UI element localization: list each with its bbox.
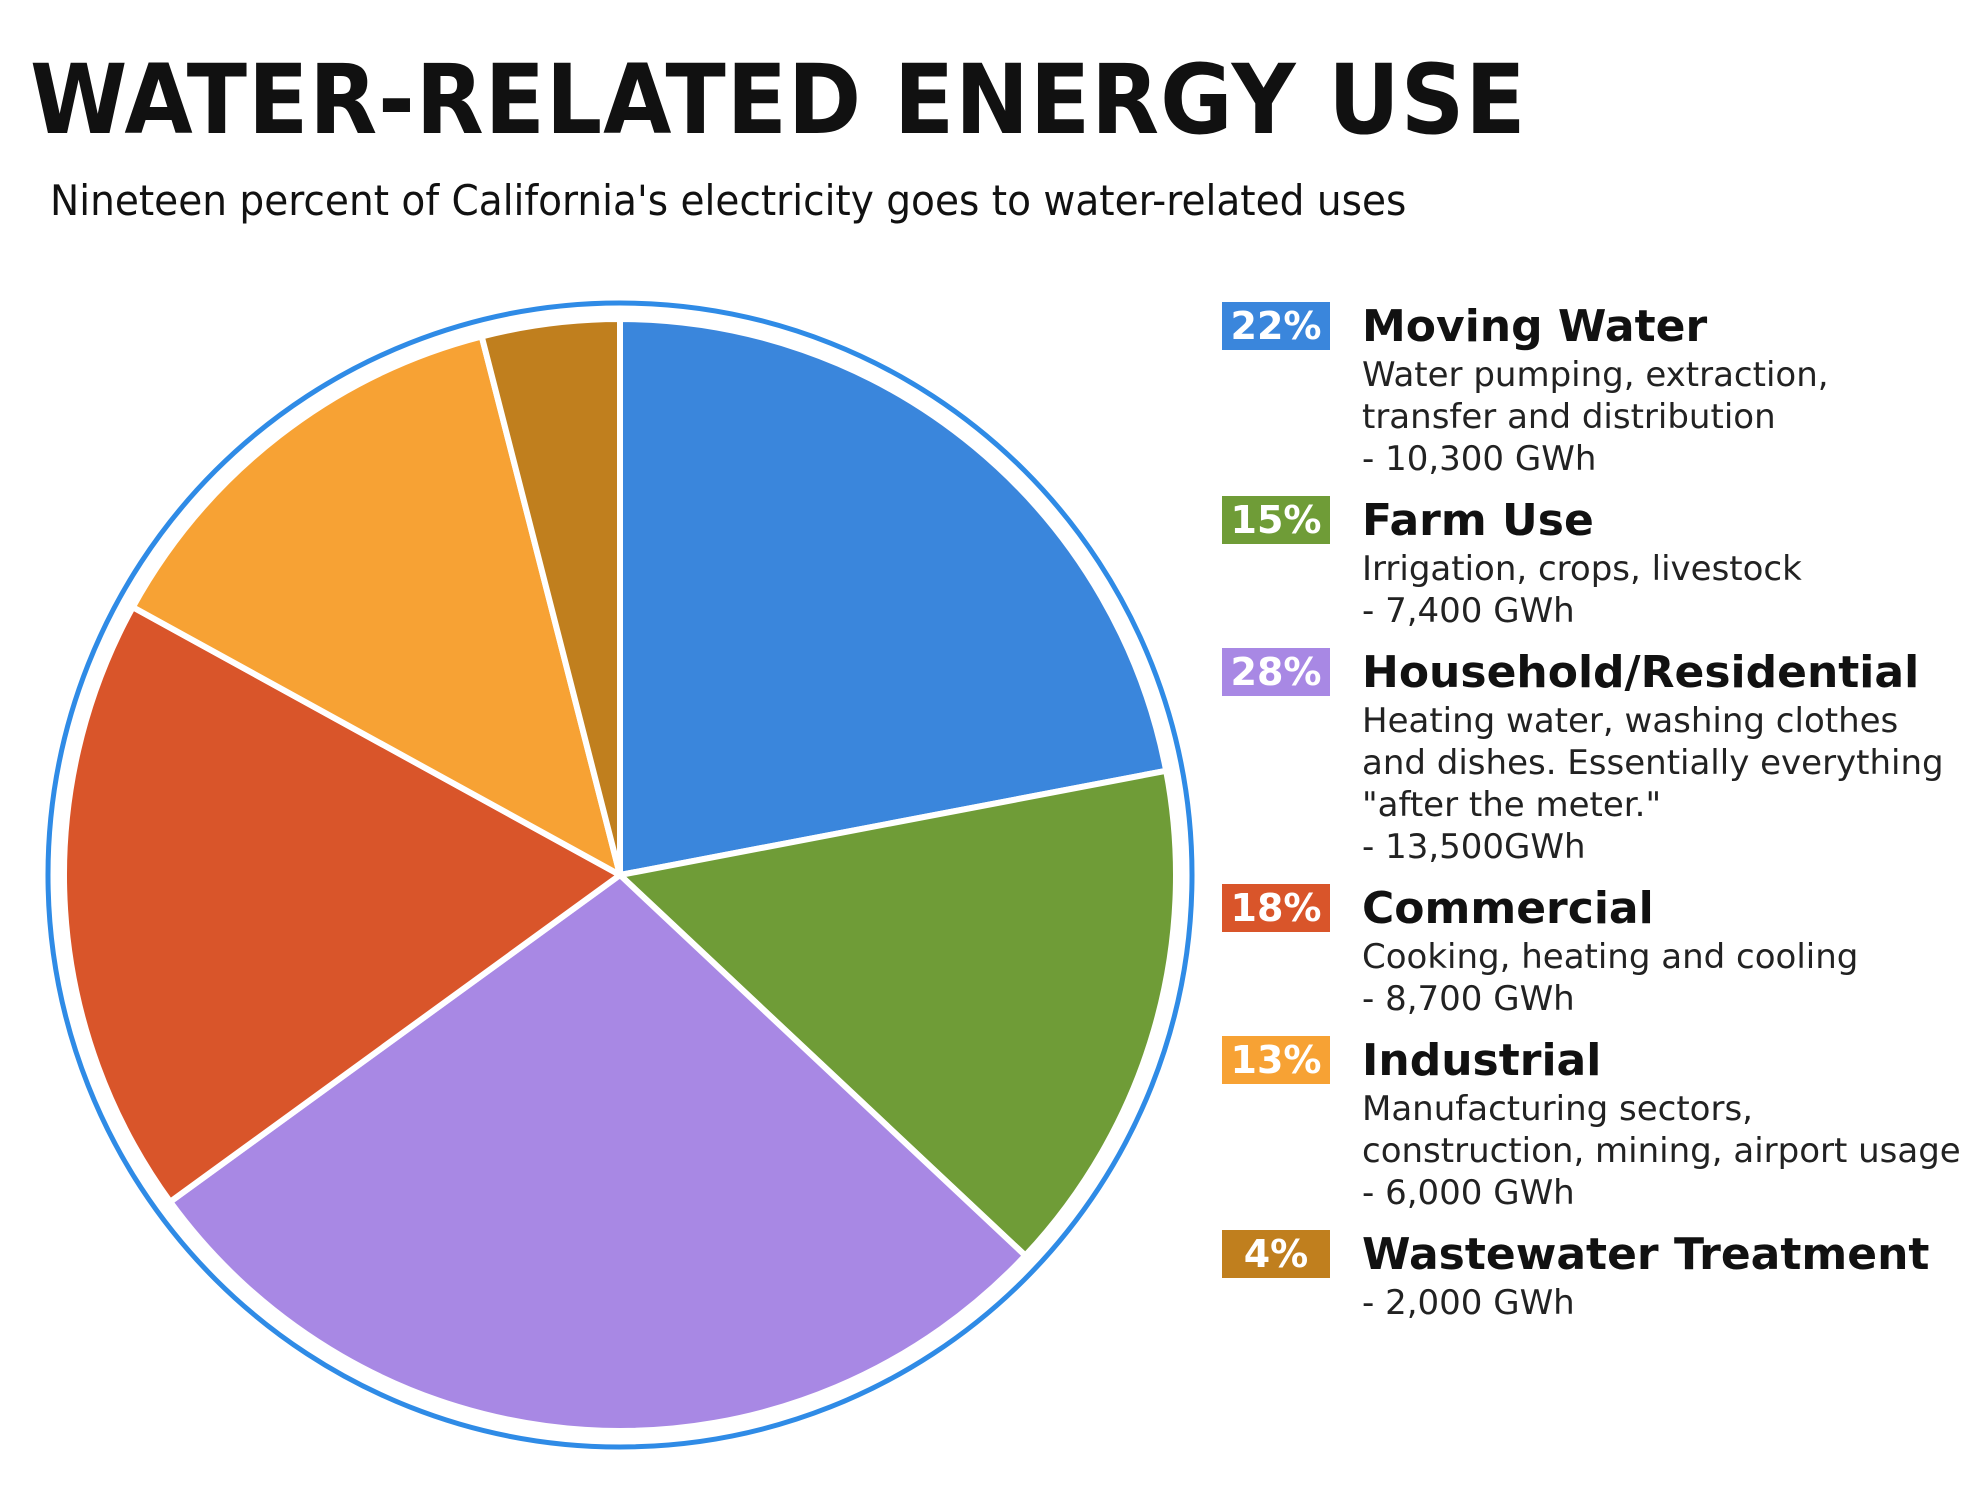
legend-item-wastewater: 4% Wastewater Treatment - 2,000 GWh — [1222, 1228, 1962, 1324]
legend-value: - 2,000 GWh — [1362, 1283, 1575, 1323]
legend-desc: Heating water, washing clothes and dishe… — [1362, 701, 1944, 825]
chart-subtitle: Nineteen percent of California's electri… — [50, 176, 1407, 225]
legend: 22% Moving Water Water pumping, extracti… — [1222, 300, 1962, 1338]
pie-slice-moving-water — [617, 316, 1170, 878]
legend-desc: Manufacturing sectors, construction, min… — [1362, 1089, 1961, 1171]
legend-item-farm-use: 15% Farm Use Irrigation, crops, livestoc… — [1222, 494, 1962, 632]
pie-slice-industrial — [129, 333, 623, 878]
legend-item-moving-water: 22% Moving Water Water pumping, extracti… — [1222, 300, 1962, 480]
pie-slice-farm-use — [617, 767, 1179, 1259]
legend-value: - 13,500GWh — [1362, 827, 1586, 867]
pie-slice-wastewater-treatment — [478, 316, 623, 878]
legend-item-industrial: 13% Industrial Manufacturing sectors, co… — [1222, 1034, 1962, 1214]
legend-badge: 18% — [1222, 884, 1330, 932]
legend-value: - 6,000 GWh — [1362, 1173, 1575, 1213]
legend-desc: Irrigation, crops, livestock — [1362, 549, 1802, 589]
legend-name: Farm Use — [1362, 495, 1594, 546]
legend-badge: 13% — [1222, 1036, 1330, 1084]
legend-item-household: 28% Household/Residential Heating water,… — [1222, 646, 1962, 868]
legend-name: Household/Residential — [1362, 647, 1920, 698]
legend-badge: 28% — [1222, 648, 1330, 696]
legend-name: Moving Water — [1362, 301, 1708, 352]
legend-badge: 4% — [1222, 1230, 1330, 1278]
legend-value: - 10,300 GWh — [1362, 439, 1597, 479]
legend-badge: 22% — [1222, 302, 1330, 350]
pie-slice-household-residential — [167, 872, 1029, 1434]
legend-name: Wastewater Treatment — [1362, 1229, 1930, 1280]
legend-desc: Water pumping, extraction, transfer and … — [1362, 355, 1829, 437]
chart-title: WATER-RELATED ENERGY USE — [30, 44, 1527, 156]
legend-desc: Cooking, heating and cooling — [1362, 937, 1859, 977]
legend-item-commercial: 18% Commercial Cooking, heating and cool… — [1222, 882, 1962, 1020]
legend-value: - 7,400 GWh — [1362, 591, 1575, 631]
legend-name: Commercial — [1362, 883, 1654, 934]
legend-value: - 8,700 GWh — [1362, 979, 1575, 1019]
legend-name: Industrial — [1362, 1035, 1602, 1086]
legend-badge: 15% — [1222, 496, 1330, 544]
pie-slice-commercial — [61, 604, 623, 1205]
